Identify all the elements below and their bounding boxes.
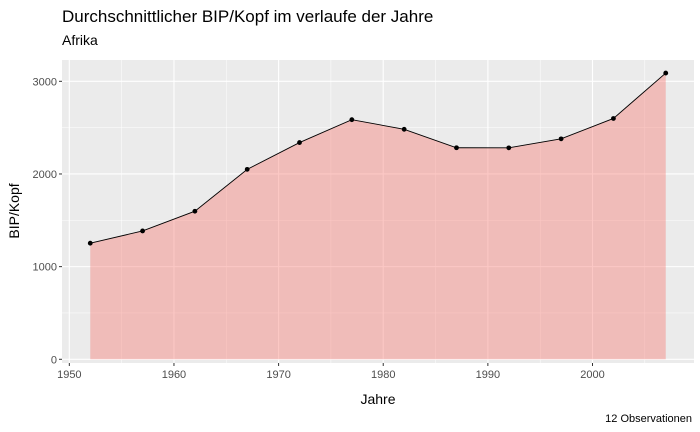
plot-panel (62, 60, 694, 363)
data-point (87, 240, 93, 246)
data-point (349, 117, 355, 123)
axes: 1950 1960 1970 1980 1990 2000 0 1000 2000 3000 (33, 76, 605, 381)
area-layer (90, 73, 666, 360)
y-axis-label: BIP/Kopf (6, 183, 22, 238)
data-point (611, 116, 616, 121)
x-tick-label: 1970 (266, 369, 290, 381)
data-point (244, 166, 250, 172)
data-point (401, 126, 407, 132)
area-fill (90, 73, 666, 360)
x-tick-label: 1950 (57, 369, 81, 381)
x-tick-label: 2000 (580, 369, 604, 381)
x-tick-label: 1990 (476, 369, 500, 381)
x-tick-label: 1960 (162, 369, 186, 381)
data-point (297, 140, 302, 145)
y-tick-label: 0 (51, 354, 57, 366)
data-point (454, 145, 459, 151)
data-point (140, 228, 145, 234)
point-layer (87, 70, 669, 246)
line-layer (90, 72, 667, 244)
chart-caption: 12 Observationen (605, 413, 692, 425)
data-point (506, 145, 512, 151)
data-point (192, 208, 198, 214)
x-axis-label: Jahre (360, 391, 395, 407)
y-tick-label: 1000 (33, 262, 57, 274)
x-tick-label: 1980 (371, 369, 395, 381)
y-tick-label: 2000 (33, 169, 57, 181)
chart-title: Durchschnittlicher BIP/Kopf im verlaufe … (62, 7, 433, 26)
major-gridlines (62, 60, 694, 363)
data-point (663, 70, 669, 76)
chart-subtitle: Afrika (62, 32, 98, 48)
data-point (558, 136, 564, 142)
y-tick-label: 3000 (33, 76, 57, 88)
series-line (90, 72, 667, 244)
